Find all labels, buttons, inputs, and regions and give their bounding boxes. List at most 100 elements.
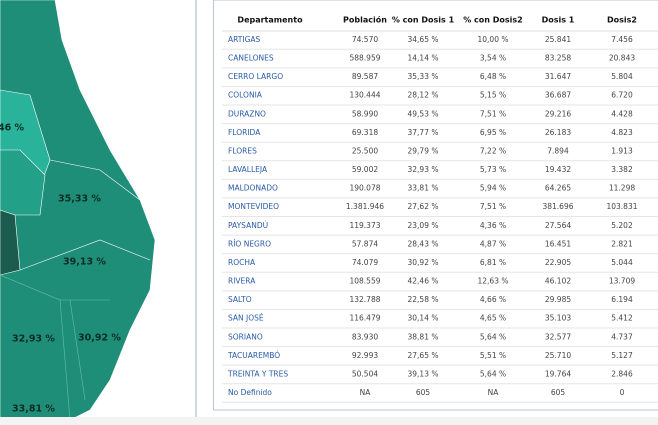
cell: 39,13 %: [408, 369, 439, 378]
cell: 605: [416, 388, 431, 397]
cell: 119.373: [349, 221, 380, 230]
cell: 22.905: [545, 258, 571, 267]
cell: 588.959: [349, 54, 380, 63]
cell: 7.456: [611, 35, 633, 44]
cell: 28,12 %: [408, 91, 439, 100]
cell: 4,66 %: [480, 295, 506, 304]
cell: 92.993: [352, 351, 378, 360]
cell: 29.216: [545, 109, 571, 118]
cell: 3.382: [611, 165, 633, 174]
map-label: 33,81 %: [12, 404, 55, 415]
cell: 36.687: [545, 91, 571, 100]
cell: 1.381.946: [346, 202, 384, 211]
cell: 4,36 %: [480, 221, 506, 230]
cell: 605: [551, 388, 566, 397]
cell: 7,51 %: [480, 202, 506, 211]
cell: 30,14 %: [408, 314, 439, 323]
cell: 6.194: [611, 295, 633, 304]
cell: 6,81 %: [480, 258, 506, 267]
cell: 32,93 %: [408, 165, 439, 174]
cell: 27,65 %: [408, 351, 439, 360]
cell: 6,95 %: [480, 128, 506, 137]
cell: 3,54 %: [480, 54, 506, 63]
column-header: Departamento: [237, 16, 303, 25]
department-name: ROCHA: [228, 258, 256, 267]
department-name: MONTEVIDEO: [228, 202, 279, 211]
map-labels: 46 % 35,33 % 39,13 % 32,93 % 30,92 % 33,81 %: [0, 123, 121, 415]
department-name: TREINTA Y TRES: [227, 369, 288, 378]
cell: 58.990: [352, 109, 378, 118]
cell: NA: [360, 388, 372, 397]
cell: 89.587: [352, 72, 378, 81]
cell: 31.647: [545, 72, 571, 81]
cell: 49,53 %: [408, 109, 439, 118]
cell: 103.831: [606, 202, 637, 211]
cell: 29.985: [545, 295, 571, 304]
department-name: SORIANO: [228, 332, 263, 341]
cell: 20.843: [609, 54, 635, 63]
cell: 5,94 %: [480, 184, 506, 193]
department-name: SAN JOSÉ: [228, 314, 264, 323]
cell: 4.823: [611, 128, 633, 137]
cell: 10,00 %: [478, 35, 509, 44]
department-name: FLORES: [228, 146, 257, 155]
cell: 59.002: [352, 165, 378, 174]
department-name: PAYSANDÚ: [228, 221, 268, 230]
cell: 74.079: [352, 258, 378, 267]
department-name: COLONIA: [228, 91, 263, 100]
cell: 19.764: [545, 369, 571, 378]
cell: 13.709: [609, 277, 635, 286]
cell: 38,81 %: [408, 332, 439, 341]
column-header: Población: [343, 15, 387, 25]
cell: 5,64 %: [480, 369, 506, 378]
cell: 132.788: [349, 295, 380, 304]
cell: 19.432: [545, 165, 571, 174]
cell: 5.412: [611, 314, 633, 323]
cell: 116.479: [349, 314, 380, 323]
cell: 35.103: [545, 314, 571, 323]
cell: 30,92 %: [408, 258, 439, 267]
cell: 25.500: [352, 146, 378, 155]
table: Departamento Población % con Dosis 1 % con …: [222, 15, 658, 403]
map-label: 30,92 %: [78, 333, 121, 344]
cell: 69.318: [352, 128, 378, 137]
department-name: TACUAREMBÓ: [227, 351, 280, 360]
cell: 0: [620, 388, 625, 397]
cell: 14,14 %: [408, 54, 439, 63]
department-name: ARTIGAS: [228, 35, 261, 44]
cell: NA: [488, 388, 500, 397]
cell: 64.265: [545, 184, 571, 193]
cell: 7,22 %: [480, 146, 506, 155]
department-name: FLORIDA: [228, 128, 261, 137]
map: [0, 0, 156, 425]
cell: 5,51 %: [480, 351, 506, 360]
cell: 4.428: [611, 109, 633, 118]
department-name: No Definido: [228, 388, 272, 397]
map-label: 32,93 %: [12, 334, 55, 345]
department-name: CANELONES: [228, 54, 274, 63]
cell: 2.821: [611, 239, 633, 248]
cell: 11.298: [609, 184, 635, 193]
department-name: SALTO: [228, 295, 252, 304]
column-header: Dosis 1: [542, 16, 575, 25]
cell: 5.202: [611, 221, 633, 230]
cell: 29,79 %: [408, 146, 439, 155]
department-name: RÍO NEGRO: [228, 239, 271, 248]
cell: 2.846: [611, 369, 633, 378]
cell: 4,87 %: [480, 239, 506, 248]
cell: 27,62 %: [408, 202, 439, 211]
cell: 7,51 %: [480, 109, 506, 118]
cell: 7.894: [547, 146, 569, 155]
map-label: 39,13 %: [63, 257, 106, 268]
column-header: % con Dosis 1: [392, 16, 455, 25]
cell: 5.044: [611, 258, 633, 267]
map-label: 35,33 %: [58, 194, 101, 205]
department-name: CERRO LARGO: [228, 72, 283, 81]
cell: 35,33 %: [408, 72, 439, 81]
cell: 108.559: [349, 277, 380, 286]
department-name: RIVERA: [228, 277, 256, 286]
department-name: DURAZNO: [228, 109, 266, 118]
cell: 22,58 %: [408, 295, 439, 304]
cell: 16.451: [545, 239, 571, 248]
cell: 42,46 %: [408, 277, 439, 286]
